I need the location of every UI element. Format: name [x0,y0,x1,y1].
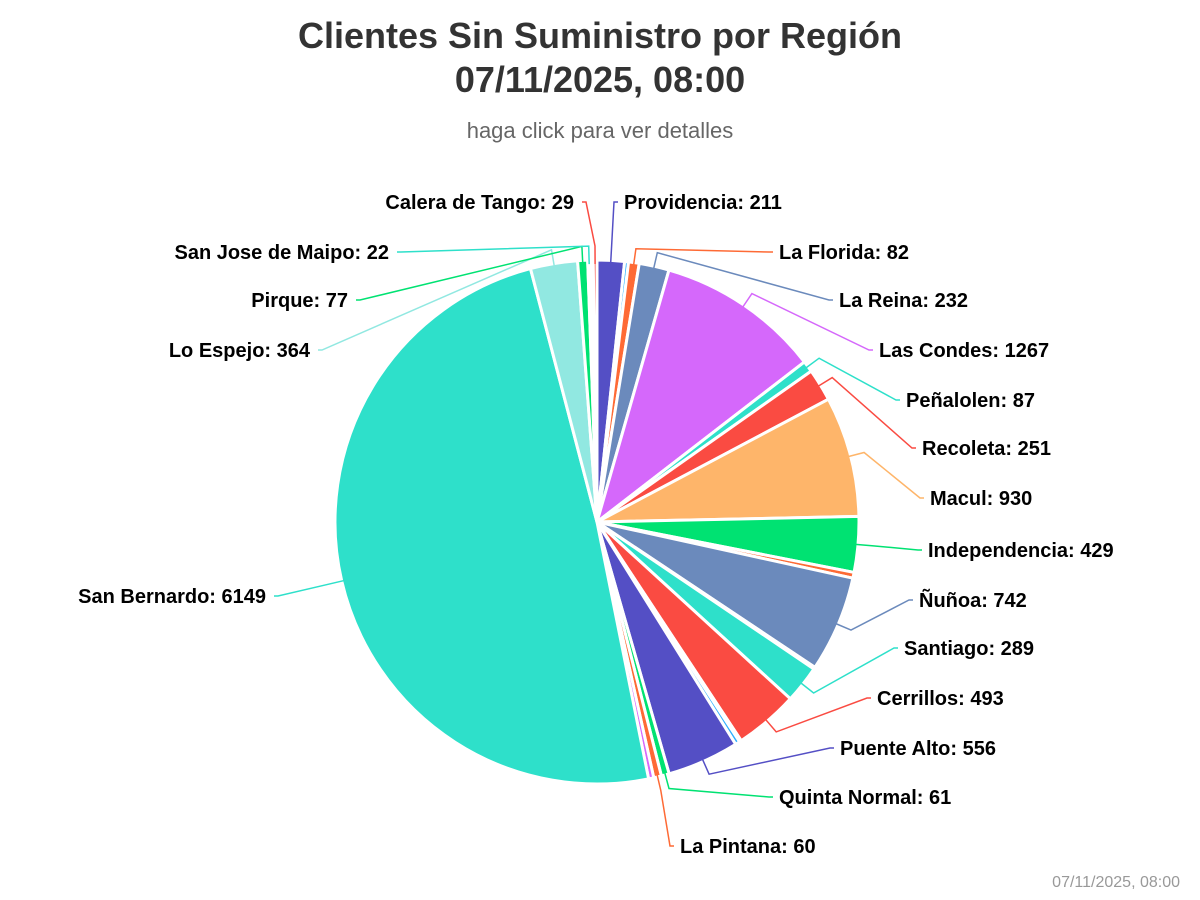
data-label: Peñalolen: 87 [906,390,1035,412]
connector-line [609,201,618,265]
connector-line [663,770,773,798]
data-label: La Pintana: 60 [680,836,816,858]
connector-line [741,292,873,351]
data-label: Ñuñoa: 742 [919,589,1027,612]
connector-line [655,772,674,847]
connector-line [652,251,833,301]
connector-line [853,543,922,551]
connector-line [816,376,916,449]
connector-line [397,245,590,265]
connector-line [701,747,834,776]
connector-line [834,599,913,631]
connector-line [582,201,596,265]
chart-credit: 07/11/2025, 08:00 [1052,874,1180,891]
connector-line [632,248,773,267]
data-label: Cerrillos: 493 [877,688,1004,710]
chart-subtitle: haga click para ver detalles [466,118,734,143]
data-label: Calera de Tango: 29 [385,192,574,214]
connector-line [274,579,346,597]
data-label: Puente Alto: 556 [840,738,996,760]
chart-title: Clientes Sin Suministro por Región 07/11… [0,14,1200,102]
chart-title-line1: Clientes Sin Suministro por Región [297,15,903,56]
connector-line [763,697,871,733]
data-label: Recoleta: 251 [922,438,1051,460]
connector-line [846,451,924,499]
connector-line [804,357,900,401]
data-label: San Jose de Maipo: 22 [174,242,389,264]
data-label: Lo Espejo: 364 [169,340,311,362]
connector-line [799,647,898,694]
data-label: Macul: 930 [930,488,1032,510]
data-label: La Reina: 232 [839,290,968,312]
chart-title-line2: 07/11/2025, 08:00 [454,59,746,100]
data-label: Providencia: 211 [624,192,782,214]
connector-line [356,245,584,301]
connector-line [318,248,556,351]
data-label: Independencia: 429 [928,540,1114,562]
data-label: La Florida: 82 [779,242,909,264]
data-label: Santiago: 289 [904,638,1034,660]
data-label: San Bernardo: 6149 [78,586,266,608]
data-label: Pirque: 77 [251,290,348,312]
data-label: Quinta Normal: 61 [779,787,951,809]
data-label: Las Condes: 1267 [879,340,1049,362]
